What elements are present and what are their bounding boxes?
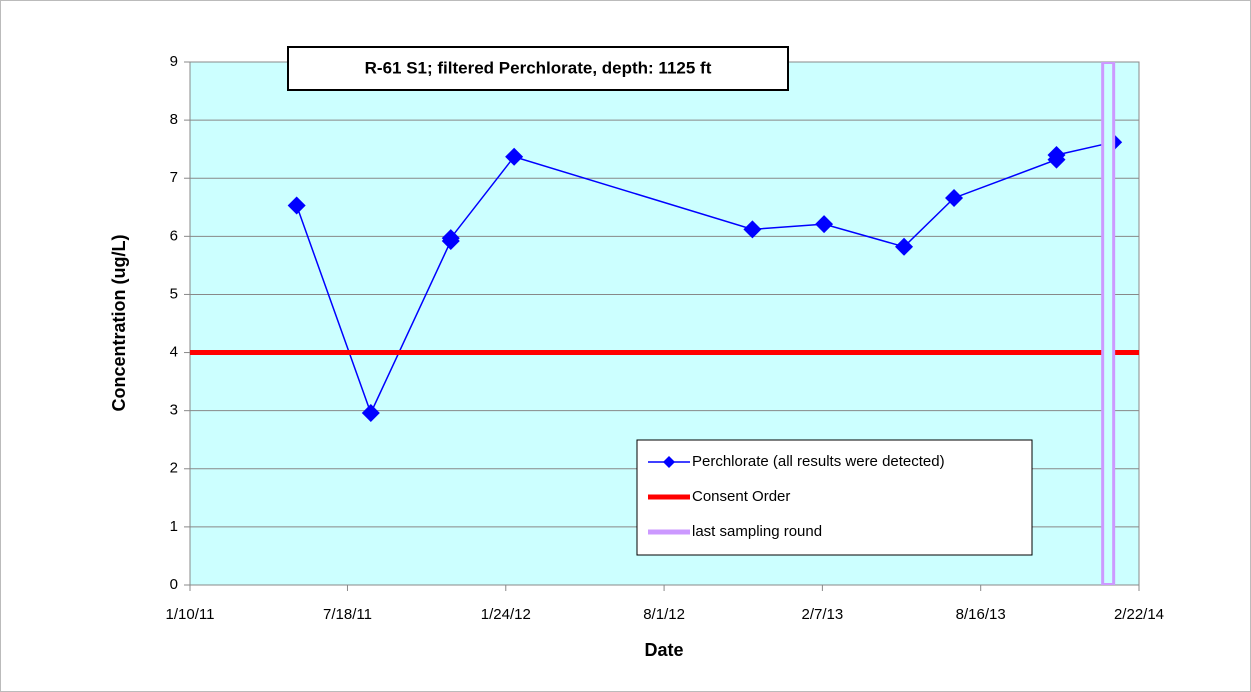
data-point	[287, 196, 306, 215]
data-point	[505, 147, 524, 166]
x-tick-label: 8/1/12	[643, 606, 685, 623]
data-point	[945, 188, 964, 207]
legend-label: last sampling round	[692, 523, 822, 540]
legend-box	[636, 439, 1033, 556]
chart-title: R-61 S1; filtered Perchlorate, depth: 11…	[365, 58, 712, 77]
x-tick-label: 1/24/12	[481, 606, 531, 623]
legend-label: Consent Order	[692, 488, 790, 505]
title-box	[287, 46, 789, 91]
legend-marker	[663, 456, 675, 468]
legend-label: Perchlorate (all results were detected)	[692, 453, 945, 470]
y-tick-label: 9	[170, 53, 178, 70]
x-axis-label: Date	[644, 640, 683, 660]
x-tick-label: 2/22/14	[1114, 606, 1164, 623]
x-tick-label: 1/10/11	[166, 606, 215, 623]
data-point	[895, 237, 914, 256]
data-point	[361, 403, 380, 422]
y-tick-label: 4	[170, 344, 178, 361]
x-tick-label: 2/7/13	[802, 606, 844, 623]
x-tick-label: 8/16/13	[956, 606, 1006, 623]
y-tick-label: 7	[170, 169, 178, 186]
data-point	[743, 220, 762, 239]
y-tick-label: 3	[170, 402, 178, 419]
y-axis-label: Concentration (ug/L)	[109, 235, 129, 412]
y-tick-label: 2	[170, 460, 178, 477]
y-tick-label: 8	[170, 111, 178, 128]
x-tick-label: 7/18/11	[323, 606, 372, 623]
data-point	[1047, 145, 1066, 164]
data-point	[441, 229, 460, 248]
y-tick-label: 6	[170, 227, 178, 244]
y-tick-label: 5	[170, 285, 178, 302]
legend: Perchlorate (all results were detected) C…	[636, 439, 1033, 556]
data-point	[815, 215, 834, 234]
y-tick-label: 0	[170, 576, 178, 593]
y-tick-label: 1	[170, 518, 178, 535]
